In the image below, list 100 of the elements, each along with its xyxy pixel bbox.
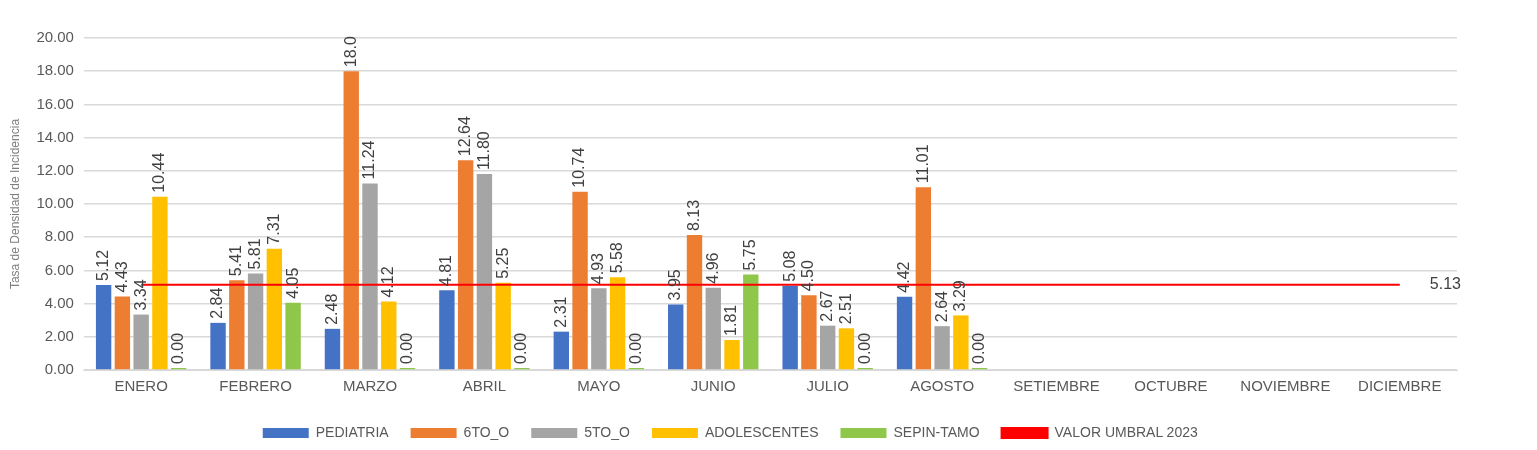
- data-label: 0.00: [397, 332, 415, 364]
- bar: [152, 196, 168, 370]
- bar: [495, 282, 511, 370]
- bar: [229, 280, 245, 370]
- data-label: 0.00: [970, 332, 988, 364]
- bar: [133, 314, 149, 370]
- x-tick-label: ABRIL: [462, 377, 507, 395]
- legend-label: VALOR UMBRAL 2023: [1054, 423, 1198, 440]
- x-tick-label: NOVIEMBRE: [1240, 377, 1331, 395]
- bar: [801, 295, 817, 370]
- bar: [285, 302, 301, 370]
- data-label: 3.95: [666, 269, 684, 301]
- data-label: 0.00: [626, 332, 644, 364]
- x-tick-label: JUNIO: [690, 377, 736, 395]
- bar: [343, 71, 359, 370]
- y-tick-label: 10.00: [36, 194, 74, 212]
- data-label: 3.29: [951, 280, 969, 312]
- x-tick-label: ENERO: [114, 377, 168, 395]
- data-label: 4.96: [703, 252, 721, 284]
- data-label: 2.31: [551, 296, 569, 328]
- data-label: 0.00: [855, 332, 873, 364]
- data-label: 8.13: [684, 199, 702, 232]
- bar: [457, 160, 474, 370]
- x-tick-label: DICIEMBRE: [1358, 377, 1442, 395]
- data-label: 5.25: [493, 247, 511, 279]
- data-label: 4.43: [112, 261, 130, 293]
- y-tick-label: 18.00: [36, 61, 74, 79]
- x-tick-label: SETIEMBRE: [1013, 377, 1100, 395]
- legend-label: 5TO_O: [584, 423, 631, 440]
- bar: [782, 285, 798, 370]
- data-label: 5.58: [608, 242, 626, 274]
- x-tick-label: MARZO: [342, 377, 398, 395]
- bar: [724, 339, 740, 370]
- y-tick-label: 12.00: [36, 160, 74, 178]
- y-tick-label: 14.00: [36, 127, 74, 145]
- data-label: 11.80: [474, 131, 492, 171]
- bar: [572, 191, 588, 370]
- x-tick-label: OCTUBRE: [1134, 377, 1208, 395]
- data-label: 2.64: [932, 290, 950, 323]
- data-label: 11.01: [913, 144, 931, 184]
- bar: [915, 187, 932, 370]
- data-label: 10.44: [150, 152, 168, 193]
- bar: [381, 301, 397, 370]
- bar: [705, 287, 721, 370]
- legend-label: SEPIN-TAMO: [893, 423, 980, 440]
- data-label: 5.41: [227, 244, 245, 277]
- data-label: 1.81: [722, 304, 740, 336]
- bar: [553, 331, 569, 370]
- data-label: 2.84: [208, 287, 226, 319]
- bar: [819, 325, 836, 370]
- bar: [609, 277, 626, 370]
- y-tick-label: 6.00: [44, 260, 74, 278]
- data-label: 4.81: [437, 254, 455, 287]
- x-tick-label: FEBRERO: [219, 377, 292, 395]
- legend-label: PEDIATRIA: [315, 423, 390, 440]
- data-label: 2.48: [322, 293, 340, 325]
- legend-label: 6TO_O: [463, 423, 510, 440]
- data-label: 7.31: [264, 213, 282, 245]
- data-label: 3.34: [131, 279, 149, 311]
- data-label: 4.05: [283, 267, 301, 299]
- data-label: 2.67: [818, 290, 836, 322]
- x-tick-label: JULIO: [806, 377, 849, 395]
- data-label: 4.93: [589, 252, 607, 285]
- data-label: 5.08: [780, 250, 798, 282]
- bar: [838, 328, 855, 370]
- bar: [668, 304, 684, 370]
- data-label: 11.24: [360, 140, 378, 180]
- y-tick-label: 0.00: [44, 360, 74, 378]
- y-axis-title: Tasa de Densidad de Incidencia: [7, 118, 22, 290]
- y-tick-label: 2.00: [44, 326, 74, 344]
- bar: [591, 288, 607, 370]
- bar: [934, 326, 950, 370]
- data-label: 10.74: [570, 147, 588, 188]
- data-label: 0.00: [512, 332, 530, 364]
- data-label: 4.42: [894, 261, 912, 293]
- bar: [95, 285, 112, 370]
- data-label: 4.12: [379, 266, 397, 298]
- data-label: 2.51: [836, 293, 854, 325]
- data-label: 0.00: [169, 332, 187, 364]
- data-label: 12.64: [456, 116, 474, 157]
- data-label: 5.81: [245, 238, 263, 270]
- y-tick-label: 8.00: [44, 227, 74, 245]
- bar: [686, 235, 703, 370]
- x-tick-label: AGOSTO: [910, 377, 975, 395]
- bar: [247, 273, 264, 370]
- bar: [743, 274, 759, 370]
- bar: [953, 315, 969, 370]
- data-label: 4.50: [799, 260, 817, 292]
- bar: [896, 296, 913, 370]
- legend-label: ADOLESCENTES: [704, 423, 819, 440]
- data-label: 5.13: [1429, 275, 1462, 293]
- y-tick-label: 20.00: [36, 28, 74, 46]
- data-label: 18.0: [341, 35, 359, 68]
- bar: [324, 328, 341, 370]
- x-tick-label: MAYO: [577, 377, 621, 395]
- y-tick-label: 4.00: [44, 293, 74, 311]
- bar: [114, 296, 131, 370]
- data-label: 5.75: [741, 239, 759, 271]
- bar: [210, 322, 226, 370]
- bar: [362, 183, 378, 370]
